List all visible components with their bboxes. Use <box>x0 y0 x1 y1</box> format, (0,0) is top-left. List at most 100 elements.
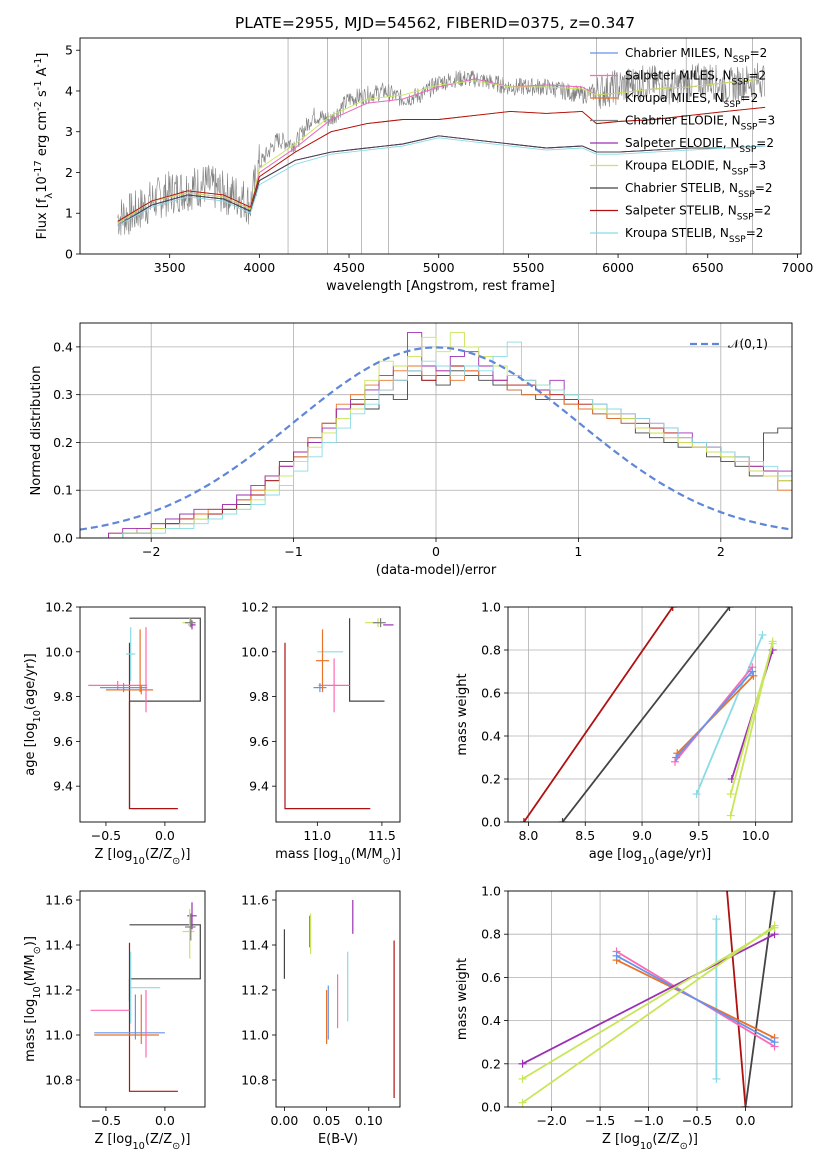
y-tick-label: 0.6 <box>481 970 501 985</box>
x-tick-label: −0.5 <box>91 1113 121 1128</box>
x-tick-label: 10.0 <box>742 828 770 843</box>
legend-label: Kroupa STELIB, NSSP=2 <box>625 226 763 245</box>
y-tick-label: 11.2 <box>45 983 73 998</box>
legend-label: Kroupa ELODIE, NSSP=3 <box>625 159 766 178</box>
y-tick-label: 0.2 <box>53 435 73 450</box>
axes-frame <box>275 890 401 1108</box>
x-tick-label: 5500 <box>512 260 544 275</box>
y-tick-label: 9.4 <box>53 779 73 794</box>
plot-area <box>518 891 779 1107</box>
y-axis-label: Flux [fλ10-17 erg cm-2 s-1 A-1] <box>33 53 55 240</box>
legend-label: Salpeter STELIB, NSSP=2 <box>625 204 771 223</box>
gaussian-curve <box>80 346 792 531</box>
x-tick-label: 7000 <box>782 260 814 275</box>
y-tick-label: 9.6 <box>53 734 73 749</box>
y-tick-label: 0.4 <box>481 729 501 744</box>
weight-segment-kroupa-elodie <box>729 643 774 795</box>
x-tick-label: 4000 <box>243 260 275 275</box>
x-tick-label: −2.0 <box>536 1113 566 1128</box>
legend-label: Kroupa MILES, NSSP=2 <box>625 91 758 110</box>
weight-segment-kroupa-elodie <box>521 924 776 1104</box>
y-axis-label: mass weight <box>455 958 470 1040</box>
plot-area <box>88 617 201 810</box>
panel-mass-vs-ebv: 0.00 0.05 0.10 10.8 11.0 11.2 11.4 11.6 E(B-V) <box>241 890 401 1147</box>
panel-residuals: −2 −1 0 1 2 0.0 0.1 0.2 0.3 0.4 (data-model)/error… <box>29 322 793 578</box>
weight-segment-kroupa-elodie <box>522 926 776 1080</box>
model-spectrum-kroupa-stelib <box>117 137 766 226</box>
x-tick-label: −1.5 <box>585 1113 615 1128</box>
plot-area <box>284 618 394 810</box>
x-tick-label: 0.0 <box>736 1113 756 1128</box>
weight-segment-salpeter-stelib <box>523 607 674 822</box>
x-tick-label: 0.05 <box>313 1113 341 1128</box>
y-tick-label: 10.2 <box>45 600 73 615</box>
y-axis-label: Normed distribution <box>29 366 44 496</box>
x-axis-label: wavelength [Angstrom, rest frame] <box>326 279 555 294</box>
x-tick-label: 5000 <box>423 260 455 275</box>
y-tick-label: 2 <box>65 165 73 180</box>
y-tick-label: 0.4 <box>53 339 73 354</box>
plot-area <box>117 38 766 254</box>
y-tick-label: 0.0 <box>481 1100 501 1115</box>
y-tick-label: 10.8 <box>45 1073 73 1088</box>
grid <box>80 323 792 539</box>
y-tick-label: 10.8 <box>241 1073 269 1088</box>
y-tick-label: 11.6 <box>241 893 269 908</box>
histogram-step-kroupa-stelib <box>80 341 792 538</box>
plot-area <box>80 332 792 538</box>
weight-segment-chabrier-miles <box>616 955 776 1043</box>
y-tick-label: 0.6 <box>481 686 501 701</box>
y-tick-label: 11.4 <box>45 938 73 953</box>
y-tick-label: 1 <box>65 206 73 221</box>
y-axis-label: mass weight <box>455 673 470 755</box>
x-tick-label: 9.5 <box>689 828 709 843</box>
weight-segment-chabrier-stelib <box>561 607 731 822</box>
panel-mass-weight-vs-age: 8.0 8.5 9.0 9.5 10.0 0.0 0.2 0.4 0.6 0.8 1.0 age [l… <box>455 600 793 867</box>
x-tick-label: 9.0 <box>632 828 652 843</box>
y-tick-label: 0.0 <box>53 531 73 546</box>
errorbar-chabrier-stelib <box>129 924 201 980</box>
x-axis-label: E(B-V) <box>318 1132 358 1147</box>
x-tick-label: −1.0 <box>633 1113 663 1128</box>
axes-frame <box>507 890 793 1108</box>
residual-legend: 𝒩(0,1) <box>690 337 768 351</box>
legend-label: 𝒩(0,1) <box>728 337 768 351</box>
x-tick-label: −0.5 <box>682 1113 712 1128</box>
x-tick-label: 2 <box>717 544 725 559</box>
y-tick-label: 9.8 <box>249 689 269 704</box>
legend-label: Salpeter ELODIE, NSSP=2 <box>625 136 774 155</box>
errorbar-salpeter-stelib <box>128 942 178 1092</box>
axes-frame <box>507 606 793 823</box>
errorbar-salpeter-stelib <box>128 642 178 810</box>
x-tick-label: −0.5 <box>91 828 121 843</box>
y-tick-label: 0.2 <box>481 772 501 787</box>
axes-frame <box>79 890 206 1108</box>
y-tick-label: 1.0 <box>481 884 501 899</box>
figure-title: PLATE=2955, MJD=54562, FIBERID=0375, z=0… <box>235 14 635 32</box>
weight-segment-chabrier-miles <box>675 670 753 759</box>
x-tick-label: 1 <box>574 544 582 559</box>
axes-frame <box>79 606 206 823</box>
plot-area <box>519 607 777 822</box>
y-tick-label: 0.8 <box>481 927 501 942</box>
x-tick-label: 11.0 <box>303 828 331 843</box>
spectrum-legend: Chabrier MILES, NSSP=2 Salpeter MILES, NS… <box>590 46 775 245</box>
axes-frame <box>79 37 802 255</box>
y-tick-label: 0 <box>65 247 73 262</box>
y-axis-label: mass [log10(M/M⊙)] <box>23 936 43 1062</box>
plot-area <box>90 902 201 1092</box>
y-tick-label: 9.6 <box>249 734 269 749</box>
y-tick-label: 10.0 <box>241 644 269 659</box>
x-axis-label: Z [log10(Z/Z⊙)] <box>602 1132 698 1152</box>
x-tick-label: 11.5 <box>368 828 396 843</box>
x-axis-label: age [log10(age/yr)] <box>589 847 712 867</box>
y-tick-label: 0.1 <box>53 483 73 498</box>
y-tick-label: 3 <box>65 124 73 139</box>
x-tick-label: 3500 <box>154 260 186 275</box>
panel-age-vs-mass: 11.0 11.5 9.4 9.6 9.8 10.0 10.2 mass [log10(M/M… <box>241 600 401 867</box>
y-tick-label: 4 <box>65 83 73 98</box>
legend-label: Chabrier MILES, NSSP=2 <box>625 46 767 65</box>
model-spectrum-chabrier-stelib <box>117 135 766 226</box>
x-axis-label: (data-model)/error <box>376 563 497 578</box>
y-tick-label: 10.2 <box>241 600 269 615</box>
